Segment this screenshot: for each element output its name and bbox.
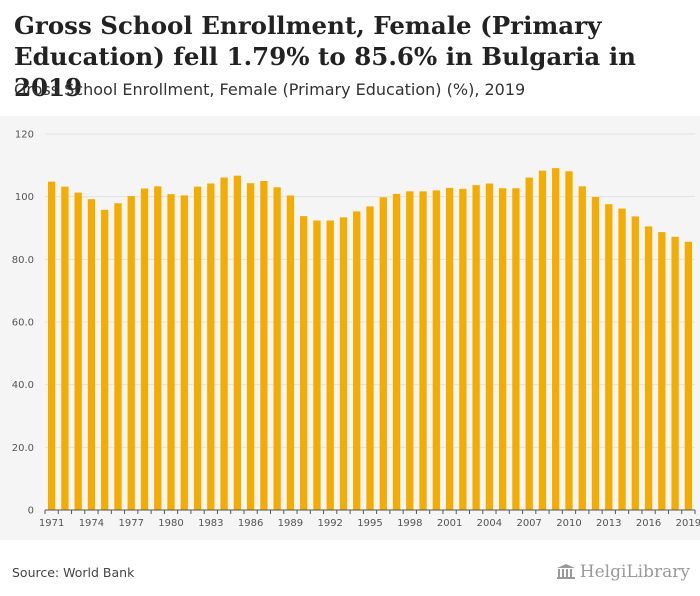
- bar-1974[interactable]: [87, 199, 96, 510]
- logo-text: HelgiLibrary: [579, 562, 690, 582]
- y-tick-label: 80.0: [12, 255, 34, 266]
- x-tick-label: 2007: [516, 518, 541, 529]
- x-tick-label: 1971: [39, 518, 64, 529]
- bar-1995[interactable]: [366, 206, 374, 510]
- bar-1979[interactable]: [154, 186, 162, 510]
- chart-title: Gross School Enrollment, Female (Primary…: [14, 11, 636, 102]
- bar-1982[interactable]: [193, 186, 202, 510]
- library-columns-icon: [556, 564, 576, 580]
- x-tick-label: 1995: [357, 518, 382, 529]
- y-tick-label: 40.0: [12, 380, 34, 391]
- bars: [47, 168, 693, 511]
- y-axis-ticks: 0 20.0 40.0 60.0 80.0 100 120: [12, 130, 34, 517]
- bar-1996[interactable]: [379, 197, 387, 510]
- x-tick-label: 2013: [596, 518, 621, 529]
- bar-1972[interactable]: [61, 186, 69, 510]
- bar-1986[interactable]: [246, 183, 255, 510]
- bar-1988[interactable]: [273, 187, 281, 510]
- bar-1997[interactable]: [392, 193, 401, 510]
- bar-1976[interactable]: [114, 203, 122, 510]
- bar-2014[interactable]: [618, 208, 626, 510]
- bar-1990[interactable]: [300, 216, 308, 511]
- bar-1998[interactable]: [406, 191, 414, 510]
- bar-2007[interactable]: [525, 177, 533, 510]
- bar-1971[interactable]: [47, 181, 56, 511]
- y-tick-label: 100: [15, 192, 34, 203]
- bar-2018[interactable]: [671, 236, 679, 511]
- bar-1975[interactable]: [101, 209, 109, 510]
- bar-1989[interactable]: [286, 195, 295, 510]
- x-tick-label: 1980: [158, 518, 183, 529]
- x-tick-label: 1974: [79, 518, 104, 529]
- bar-1991[interactable]: [313, 220, 321, 511]
- bar-1973[interactable]: [74, 192, 82, 511]
- bar-1977[interactable]: [127, 196, 135, 511]
- bar-1981[interactable]: [180, 195, 188, 510]
- bar-2012[interactable]: [591, 196, 600, 511]
- bar-1980[interactable]: [167, 194, 175, 510]
- bar-2005[interactable]: [499, 188, 507, 510]
- x-tick-label: 2010: [556, 518, 581, 529]
- bar-2000[interactable]: [432, 190, 440, 510]
- bar-1983[interactable]: [207, 183, 215, 511]
- x-tick-label: 2019: [676, 518, 700, 529]
- bar-2013[interactable]: [605, 204, 613, 511]
- x-axis: 1971 1974 1977 1980 1983 1986 1989 1992 1995 1998…: [39, 509, 700, 529]
- x-tick-label: 1992: [317, 518, 342, 529]
- helgilibrary-logo[interactable]: HelgiLibrary: [556, 562, 690, 582]
- x-tick-label: 1983: [198, 518, 223, 529]
- y-tick-label: 120: [15, 130, 34, 141]
- bar-1985[interactable]: [233, 175, 241, 510]
- y-tick-label: 20.0: [12, 443, 34, 454]
- x-tick-label: 2016: [636, 518, 661, 529]
- x-tick-label: 2004: [477, 518, 502, 529]
- bar-2010[interactable]: [565, 171, 573, 510]
- bar-1987[interactable]: [260, 181, 268, 510]
- x-tick-label: 2001: [437, 518, 462, 529]
- bar-2002[interactable]: [459, 188, 467, 511]
- bar-1994[interactable]: [353, 211, 361, 511]
- bar-2009[interactable]: [552, 168, 560, 511]
- y-tick-label: 60.0: [12, 318, 34, 329]
- chart-subtitle: Gross School Enrollment, Female (Primary…: [14, 80, 526, 99]
- x-tick-label: 1998: [397, 518, 422, 529]
- bar-2001[interactable]: [445, 187, 454, 511]
- bar-2008[interactable]: [538, 170, 547, 510]
- bar-1978[interactable]: [140, 188, 149, 510]
- x-tick-label: 1977: [118, 518, 143, 529]
- bar-2017[interactable]: [658, 232, 666, 510]
- bar-2003[interactable]: [472, 185, 480, 510]
- bar-2011[interactable]: [578, 186, 586, 510]
- source-note: Source: World Bank: [12, 565, 135, 580]
- x-tick-label: 1986: [238, 518, 263, 529]
- bar-2015[interactable]: [631, 216, 639, 510]
- bar-2016[interactable]: [644, 226, 653, 510]
- y-tick-label: 0: [28, 506, 34, 517]
- bar-2019[interactable]: [684, 241, 693, 510]
- x-tick-label: 1989: [278, 518, 303, 529]
- bar-1993[interactable]: [339, 217, 348, 510]
- bar-1992[interactable]: [326, 220, 334, 511]
- bar-2006[interactable]: [512, 188, 520, 510]
- bar-1984[interactable]: [220, 177, 228, 510]
- bar-1999[interactable]: [419, 191, 427, 510]
- bar-2004[interactable]: [485, 183, 494, 511]
